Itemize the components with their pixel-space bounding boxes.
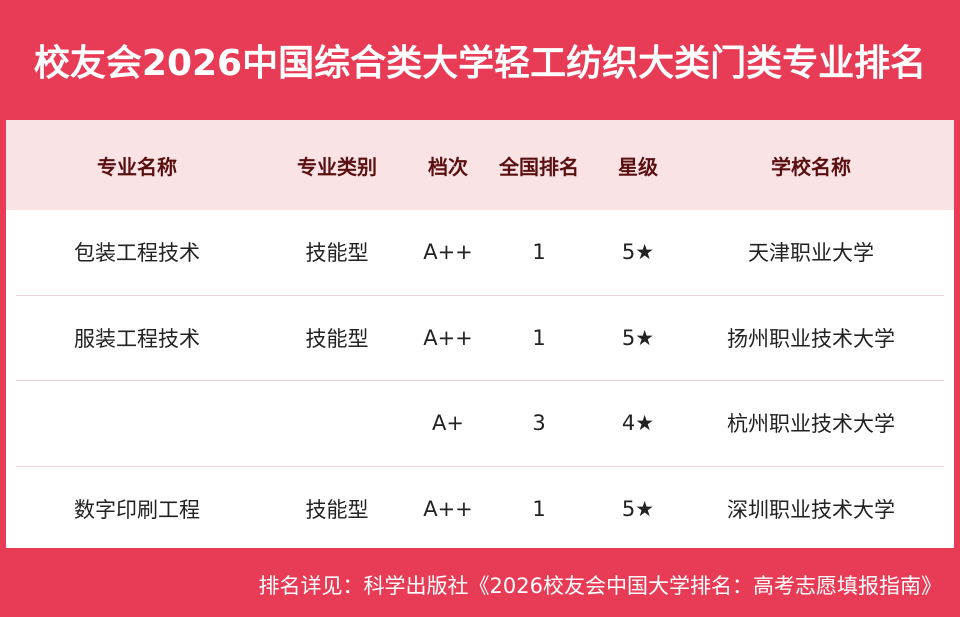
- cell-school-name: 深圳职业技术大学: [727, 497, 895, 522]
- table-row: 包装工程技术 技能型 A++ 1 5★ 天津职业大学: [16, 210, 944, 296]
- cell-national-rank: 1: [532, 325, 546, 350]
- table-row: 服装工程技术 技能型 A++ 1 5★ 扬州职业技术大学: [16, 296, 944, 381]
- page-title: 校友会2026中国综合类大学轻工纺织大类门类专业排名: [33, 43, 927, 84]
- cell-major-name: 数字印刷工程: [74, 497, 200, 522]
- header-national-rank: 全国排名: [499, 154, 579, 179]
- cell-star-level: 5★: [621, 240, 655, 265]
- cell-star-level: 4★: [621, 411, 655, 436]
- table-row: A+ 3 4★ 杭州职业技术大学: [16, 381, 944, 467]
- cell-star-level: 5★: [621, 325, 655, 350]
- cell-major-name: 服装工程技术: [74, 326, 200, 351]
- table-row: 数字印刷工程 技能型 A++ 1 5★ 深圳职业技术大学: [16, 467, 944, 552]
- header-major-name: 专业名称: [97, 154, 177, 179]
- ranking-table: 专业名称 专业类别 档次 全国排名 星级 学校名称 包装工程技术 技能型 A++ 1 5★ 天津职业…: [6, 120, 954, 548]
- header-tier: 档次: [428, 154, 468, 179]
- cell-star-level: 5★: [621, 496, 655, 521]
- source-note: 排名详见：科学出版社《2026校友会中国大学排名：高考志愿填报指南》: [258, 573, 942, 598]
- cell-major-category: 技能型: [305, 326, 369, 351]
- cell-tier: A++: [423, 240, 473, 265]
- cell-tier: A++: [423, 325, 473, 350]
- cell-major-name: 包装工程技术: [74, 241, 200, 266]
- cell-tier: A++: [423, 496, 473, 521]
- header-school-name: 学校名称: [771, 154, 851, 179]
- cell-tier: A+: [432, 411, 464, 436]
- cell-major-category: 技能型: [305, 241, 369, 266]
- header-major-category: 专业类别: [297, 154, 377, 179]
- cell-national-rank: 3: [532, 411, 546, 436]
- table-header: 专业名称 专业类别 档次 全国排名 星级 学校名称: [6, 120, 954, 210]
- cell-major-category: 技能型: [305, 497, 369, 522]
- cell-school-name: 杭州职业技术大学: [727, 412, 895, 437]
- cell-national-rank: 1: [532, 240, 546, 265]
- cell-school-name: 天津职业大学: [748, 241, 874, 266]
- cell-school-name: 扬州职业技术大学: [727, 326, 895, 351]
- cell-national-rank: 1: [532, 496, 546, 521]
- header-star-level: 星级: [618, 154, 658, 179]
